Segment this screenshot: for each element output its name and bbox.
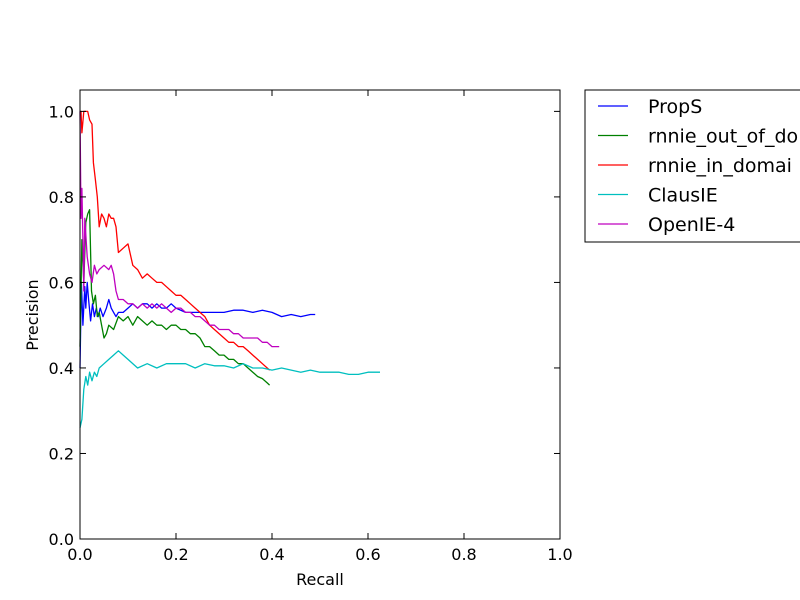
y-axis: 0.0 0.2 0.4 0.6 0.8 1.0 [49,102,560,549]
plot-frame [79,89,561,540]
y-tick-label: 0.0 [49,530,74,549]
legend-label-1: rnnie_out_of_do [648,126,798,148]
x-axis-label: Recall [296,570,344,589]
y-tick-label: 0.2 [49,444,74,463]
x-tick-label: 0.4 [259,545,284,564]
x-tick-label: 0.2 [163,545,188,564]
series-line-3 [79,350,380,428]
legend-label-4: OpenIE-4 [648,214,735,236]
x-tick-label: 0.8 [451,545,476,564]
y-tick-label: 1.0 [49,102,74,121]
legend-label-3: ClausIE [648,185,718,207]
series-line-4 [79,111,280,348]
legend: PropS rnnie_out_of_do rnnie_in_domai ClausI… [584,89,800,243]
y-tick-label: 0.4 [49,359,74,378]
x-axis: 0.0 0.2 0.4 0.6 0.8 1.0 [67,90,573,564]
legend-label-0: PropS [648,96,702,118]
y-tick-label: 0.8 [49,188,74,207]
x-tick-label: 0.6 [355,545,380,564]
y-tick-label: 0.6 [49,273,74,292]
series-line-2 [80,110,271,371]
x-tick-label: 1.0 [547,545,572,564]
x-tick-label: 0.0 [67,545,92,564]
y-axis-label: Precision [23,279,42,350]
legend-frame [584,89,800,243]
plot-lines [79,110,380,428]
legend-label-2: rnnie_in_domai [648,155,792,177]
series-line-1 [79,209,271,386]
legend-entries: PropS rnnie_out_of_do rnnie_in_domai ClausI… [598,96,798,236]
